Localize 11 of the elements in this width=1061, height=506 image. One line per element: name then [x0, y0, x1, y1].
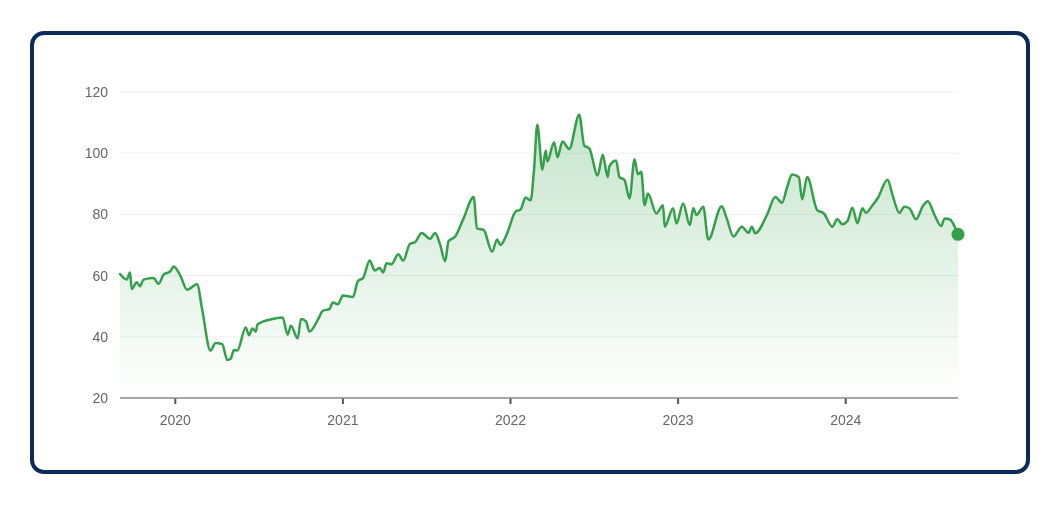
x-tick-label: 2021 — [327, 412, 359, 428]
y-tick-label: 80 — [92, 206, 109, 223]
y-tick-label: 40 — [92, 328, 109, 345]
y-tick-label: 120 — [84, 83, 109, 100]
x-tick-label: 2024 — [830, 412, 862, 428]
x-tick-label: 2023 — [662, 412, 694, 428]
y-tick-label: 20 — [92, 389, 109, 406]
y-tick-label: 100 — [84, 145, 109, 162]
x-tick-label: 2022 — [494, 412, 527, 428]
x-tick-label: 2020 — [159, 412, 192, 428]
y-tick-label: 60 — [92, 267, 109, 284]
